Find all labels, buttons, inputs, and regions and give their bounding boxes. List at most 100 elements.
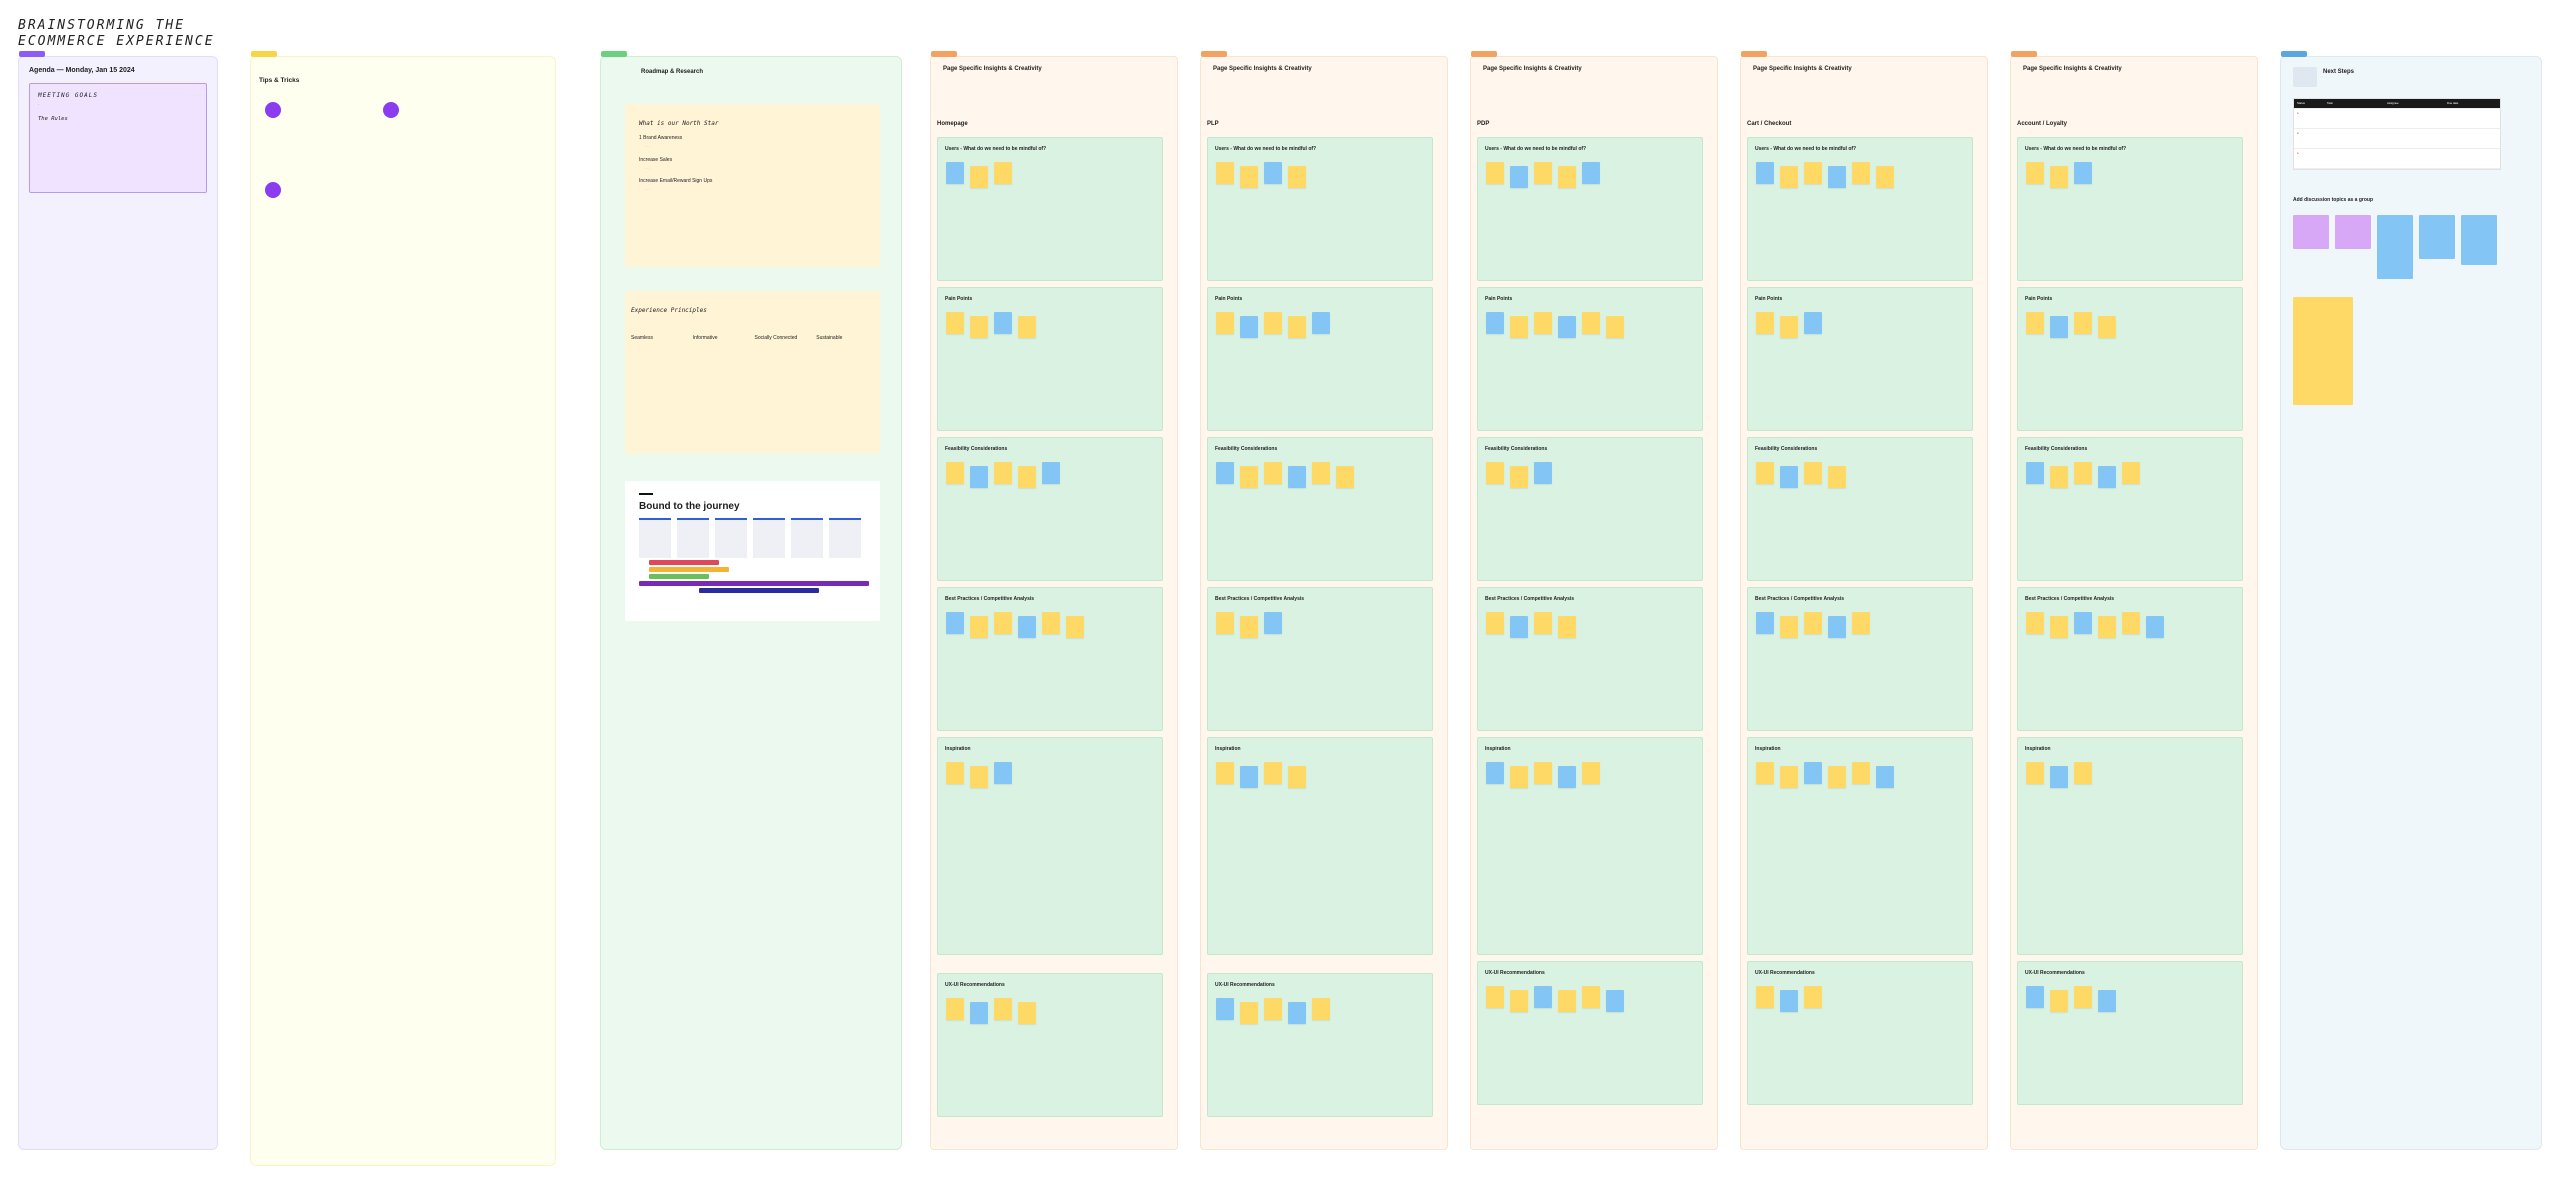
board-block-pain[interactable]: Pain Points: [1207, 287, 1433, 431]
sticky-note[interactable]: [970, 316, 988, 338]
sticky-note[interactable]: [1312, 462, 1330, 484]
sticky-note[interactable]: [1240, 466, 1258, 488]
board-block-best[interactable]: Best Practices / Competitive Analysis: [1747, 587, 1973, 731]
sticky-note[interactable]: [1606, 990, 1624, 1012]
sticky-note[interactable]: [1534, 612, 1552, 634]
sticky-note[interactable]: [970, 166, 988, 188]
sticky-note[interactable]: [1486, 762, 1504, 784]
sticky-note[interactable]: [946, 612, 964, 634]
sticky-note[interactable]: [970, 466, 988, 488]
sticky-note[interactable]: [1240, 616, 1258, 638]
sticky-note[interactable]: [1756, 986, 1774, 1008]
north-star-card[interactable]: What is our North Star 1 Brand Awareness…: [625, 104, 880, 267]
sticky-note[interactable]: [1558, 616, 1576, 638]
sticky-note[interactable]: [1042, 612, 1060, 634]
sticky-note[interactable]: [1558, 990, 1576, 1012]
board-block-inspiration[interactable]: Inspiration: [937, 737, 1163, 955]
sticky-note[interactable]: [1018, 316, 1036, 338]
table-row[interactable]: ●: [2294, 149, 2500, 169]
sticky-note[interactable]: [994, 162, 1012, 184]
next-steps-section[interactable]: Next Steps Status Task Assignee Due date…: [2280, 51, 2542, 1150]
sticky-note[interactable]: [2098, 616, 2116, 638]
sticky-note[interactable]: [2050, 316, 2068, 338]
sticky-note[interactable]: [1510, 316, 1528, 338]
board-block-feasibility[interactable]: Feasibility Considerations: [2017, 437, 2243, 581]
board-block-inspiration[interactable]: Inspiration: [1747, 737, 1973, 955]
sticky-note[interactable]: [2098, 466, 2116, 488]
sticky-note[interactable]: [994, 312, 1012, 334]
sticky-note[interactable]: [1582, 312, 1600, 334]
sticky-note[interactable]: [1510, 466, 1528, 488]
board-block-pain[interactable]: Pain Points: [1747, 287, 1973, 431]
board-block-best[interactable]: Best Practices / Competitive Analysis: [937, 587, 1163, 731]
sticky-note[interactable]: [1828, 766, 1846, 788]
sticky-note[interactable]: [2293, 297, 2353, 405]
sticky-note[interactable]: [1534, 986, 1552, 1008]
board-block-uxui[interactable]: UX-UI Recommendations: [937, 973, 1163, 1117]
sticky-note[interactable]: [1876, 766, 1894, 788]
sticky-note[interactable]: [1804, 612, 1822, 634]
sticky-note[interactable]: [1534, 462, 1552, 484]
sticky-note[interactable]: [994, 762, 1012, 784]
board-block-users[interactable]: Users - What do we need to be mindful of…: [937, 137, 1163, 281]
board-block-pain[interactable]: Pain Points: [937, 287, 1163, 431]
page-section[interactable]: Page Specific Insights & Creativity PLP Us…: [1200, 51, 1448, 1150]
sticky-note[interactable]: [1876, 166, 1894, 188]
sticky-note[interactable]: [1828, 466, 1846, 488]
tasks-table[interactable]: Status Task Assignee Due date ● ● ●: [2293, 98, 2501, 170]
board-block-inspiration[interactable]: Inspiration: [2017, 737, 2243, 955]
sticky-note[interactable]: [2098, 316, 2116, 338]
roadmap-section[interactable]: Roadmap & Research What is our North Sta…: [600, 51, 902, 1150]
sticky-note[interactable]: [946, 162, 964, 184]
sticky-note[interactable]: [1264, 312, 1282, 334]
sticky-note[interactable]: [1804, 312, 1822, 334]
tips-section[interactable]: Tips & Tricks: [250, 51, 556, 1166]
board-block-uxui[interactable]: UX-UI Recommendations: [2017, 961, 2243, 1105]
board-block-inspiration[interactable]: Inspiration: [1477, 737, 1703, 955]
sticky-note[interactable]: [2026, 462, 2044, 484]
page-section[interactable]: Page Specific Insights & Creativity Cart …: [1740, 51, 1988, 1150]
board-block-users[interactable]: Users - What do we need to be mindful of…: [1747, 137, 1973, 281]
sticky-note[interactable]: [2074, 312, 2092, 334]
sticky-note[interactable]: [1780, 466, 1798, 488]
sticky-note[interactable]: [1780, 616, 1798, 638]
sticky-note[interactable]: [946, 312, 964, 334]
sticky-note[interactable]: [1510, 166, 1528, 188]
sticky-note[interactable]: [2419, 215, 2455, 259]
sticky-note[interactable]: [970, 616, 988, 638]
sticky-note[interactable]: [1216, 762, 1234, 784]
sticky-note[interactable]: [994, 612, 1012, 634]
board-block-pain[interactable]: Pain Points: [2017, 287, 2243, 431]
sticky-note[interactable]: [2074, 986, 2092, 1008]
sticky-note[interactable]: [1288, 316, 1306, 338]
agenda-section[interactable]: Agenda — Monday, Jan 15 2024 MEETING GOA…: [18, 51, 218, 1150]
sticky-note[interactable]: [1336, 466, 1354, 488]
sticky-note[interactable]: [2122, 612, 2140, 634]
sticky-note[interactable]: [1780, 766, 1798, 788]
sticky-note[interactable]: [2050, 990, 2068, 1012]
sticky-note[interactable]: [1852, 762, 1870, 784]
page-section[interactable]: Page Specific Insights & Creativity PDP Us…: [1470, 51, 1718, 1150]
sticky-note[interactable]: [1312, 312, 1330, 334]
sticky-note[interactable]: [1288, 166, 1306, 188]
sticky-note[interactable]: [1042, 462, 1060, 484]
sticky-note[interactable]: [1240, 1002, 1258, 1024]
sticky-note[interactable]: [1804, 462, 1822, 484]
sticky-note[interactable]: [1534, 162, 1552, 184]
sticky-note[interactable]: [1582, 762, 1600, 784]
sticky-note[interactable]: [2377, 215, 2413, 279]
sticky-note[interactable]: [1288, 766, 1306, 788]
table-row[interactable]: ●: [2294, 109, 2500, 129]
sticky-note[interactable]: [1852, 162, 1870, 184]
sticky-note[interactable]: [1486, 612, 1504, 634]
sticky-note[interactable]: [1582, 162, 1600, 184]
experience-principles-card[interactable]: Experience Principles Seamless Informati…: [625, 291, 880, 454]
table-row[interactable]: ●: [2294, 129, 2500, 149]
sticky-note[interactable]: [2050, 166, 2068, 188]
page-section[interactable]: Page Specific Insights & Creativity Accou…: [2010, 51, 2258, 1150]
sticky-note[interactable]: [2050, 616, 2068, 638]
sticky-note[interactable]: [1264, 762, 1282, 784]
sticky-note[interactable]: [1264, 162, 1282, 184]
page-section[interactable]: Page Specific Insights & Creativity Homep…: [930, 51, 1178, 1150]
board-block-feasibility[interactable]: Feasibility Considerations: [1207, 437, 1433, 581]
